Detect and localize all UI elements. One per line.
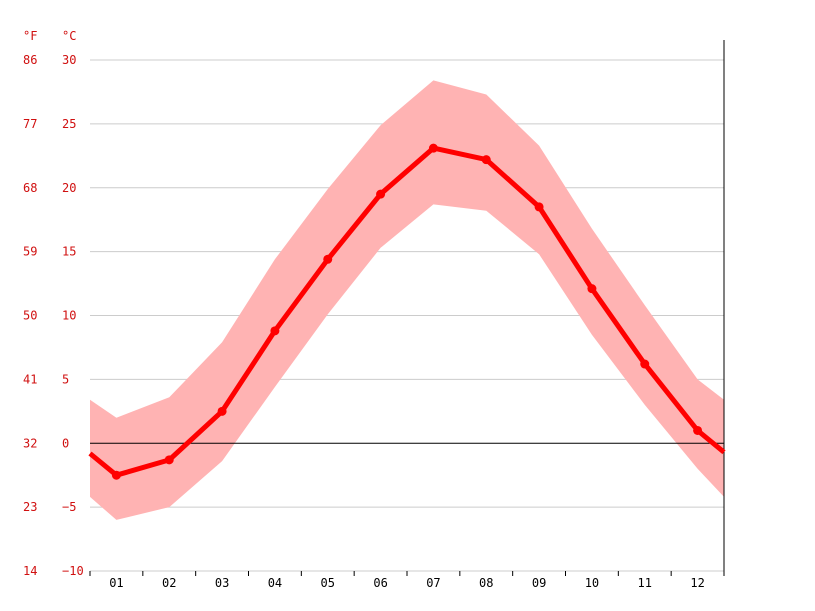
x-tick-label: 04 <box>268 576 282 590</box>
x-tick-label: 01 <box>109 576 123 590</box>
data-point-01 <box>111 470 121 480</box>
y-tick-label-celsius: 25 <box>62 117 76 131</box>
y-tick-label-fahrenheit: 32 <box>23 436 37 450</box>
x-tick-label: 03 <box>215 576 229 590</box>
y-tick-label-fahrenheit: 59 <box>23 245 37 259</box>
y-tick-label-celsius: 10 <box>62 309 76 323</box>
temperature-range-band <box>90 80 724 520</box>
data-point-06 <box>376 189 386 199</box>
x-tick-label: 12 <box>690 576 704 590</box>
data-point-02 <box>164 455 174 465</box>
y-tick-label-celsius: −10 <box>62 564 84 578</box>
x-tick-label: 08 <box>479 576 493 590</box>
y-tick-label-fahrenheit: 77 <box>23 117 37 131</box>
y-tick-label-celsius: 15 <box>62 245 76 259</box>
data-point-04 <box>270 326 280 336</box>
y-tick-label-celsius: 0 <box>62 436 69 450</box>
y-tick-label-fahrenheit: 14 <box>23 564 37 578</box>
x-tick-label: 11 <box>638 576 652 590</box>
y-tick-label-fahrenheit: 41 <box>23 372 37 386</box>
x-tick-label: 09 <box>532 576 546 590</box>
data-point-11 <box>640 359 650 369</box>
data-point-09 <box>534 202 544 212</box>
y-tick-label-celsius: 20 <box>62 181 76 195</box>
y-tick-label-celsius: 30 <box>62 53 76 67</box>
mean-temperature-line <box>88 145 726 478</box>
data-point-03 <box>217 406 227 416</box>
y-axis-labels: 86 30 77 25 68 20 59 15 50 10 41 5 32 0 23 −5 14 −10 <box>23 53 84 578</box>
y-tick-label-fahrenheit: 68 <box>23 181 37 195</box>
x-axis: 01 02 03 04 05 06 07 08 09 10 11 12 <box>89 571 725 590</box>
y-tick-label-celsius: 5 <box>62 372 69 386</box>
x-tick-label: 07 <box>426 576 440 590</box>
unit-label-fahrenheit: °F <box>23 29 37 43</box>
data-points <box>111 143 703 480</box>
data-point-12 <box>693 425 703 435</box>
y-tick-label-fahrenheit: 23 <box>23 500 37 514</box>
data-point-05 <box>323 254 333 264</box>
y-tick-label-fahrenheit: 86 <box>23 53 37 67</box>
data-point-08 <box>481 155 491 165</box>
x-tick-label: 06 <box>373 576 387 590</box>
x-tick-label: 05 <box>321 576 335 590</box>
x-tick-label: 10 <box>585 576 599 590</box>
unit-label-celsius: °C <box>62 29 76 43</box>
y-tick-label-fahrenheit: 50 <box>23 309 37 323</box>
y-tick-label-celsius: −5 <box>62 500 76 514</box>
x-tick-label: 02 <box>162 576 176 590</box>
data-point-10 <box>587 284 597 294</box>
data-point-07 <box>428 143 438 153</box>
